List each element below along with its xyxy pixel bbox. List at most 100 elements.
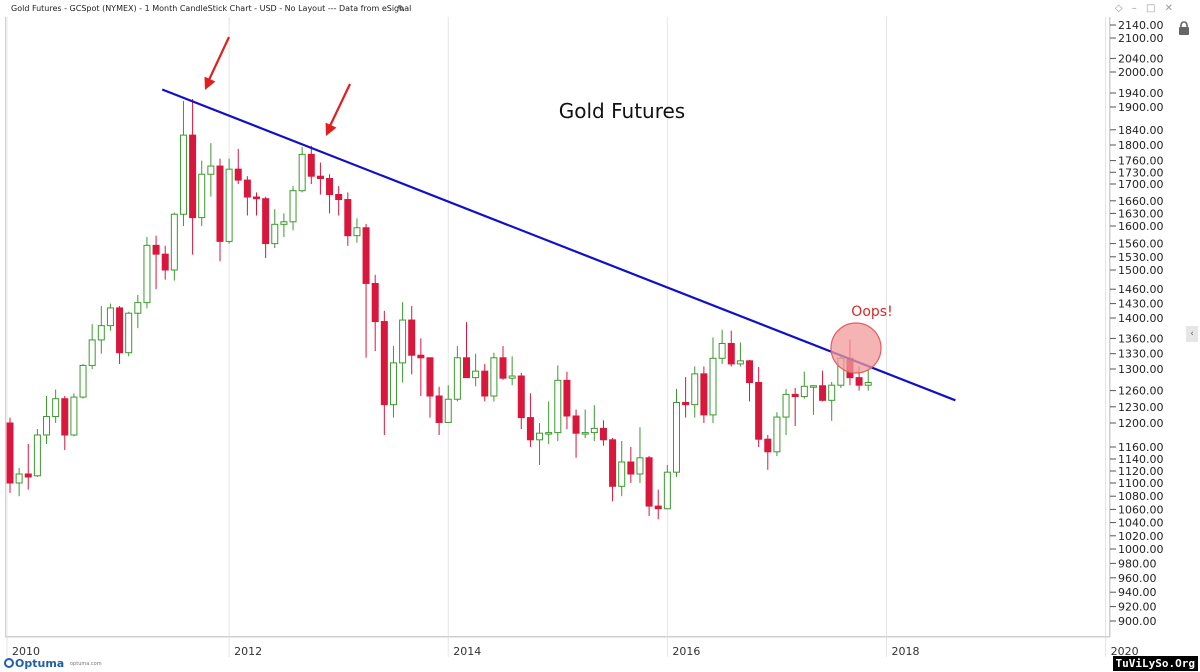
window-titlebar: Gold Futures - GCSpot (NYMEX) - 1 Month … <box>0 0 1200 17</box>
y-tick-label: 1940.00 <box>1118 87 1164 100</box>
candle <box>773 412 781 456</box>
x-axis: 2010 2012 2014 2016 2018 2020 <box>5 636 1139 658</box>
candle <box>298 146 306 193</box>
chevron-left-icon[interactable]: ‹ <box>1186 326 1198 342</box>
y-tick-label: 1760.00 <box>1118 155 1164 168</box>
candle <box>97 306 105 354</box>
y-tick-label: 1530.00 <box>1118 251 1164 264</box>
candle <box>755 366 763 447</box>
candle <box>134 294 142 329</box>
candle <box>15 468 23 497</box>
candle <box>435 386 443 435</box>
y-tick-label: 1430.00 <box>1118 298 1164 311</box>
candle <box>472 353 480 387</box>
y-tick-label: 1140.00 <box>1118 453 1164 466</box>
candle <box>280 213 288 237</box>
optuma-logo: Optuma <box>4 657 64 670</box>
logo-url: optuma.com <box>70 661 102 667</box>
candle <box>554 365 562 441</box>
candle <box>654 489 662 520</box>
y-tick-label: 1900.00 <box>1118 101 1164 114</box>
lock-icon[interactable] <box>1176 20 1192 36</box>
candle <box>536 423 544 465</box>
candle <box>426 357 434 418</box>
candle <box>709 337 717 423</box>
arrow-1 <box>204 36 230 90</box>
x-tick-label: 2020 <box>1111 645 1139 658</box>
candle <box>864 369 872 391</box>
y-tick-label: 1700.00 <box>1118 178 1164 191</box>
maximize-icon[interactable]: □ <box>1145 3 1159 14</box>
y-tick-label: 1060.00 <box>1118 503 1164 516</box>
candle <box>572 409 580 458</box>
candle <box>243 176 251 216</box>
candle <box>636 427 644 483</box>
y-tick-label: 1400.00 <box>1118 312 1164 325</box>
candle <box>746 359 754 402</box>
candle <box>225 158 233 244</box>
candle <box>828 381 836 421</box>
candle <box>819 370 827 402</box>
candle <box>170 212 178 281</box>
y-tick-label: 900.00 <box>1118 615 1157 628</box>
candle <box>764 435 772 470</box>
candle <box>672 388 680 477</box>
window-controls: ◇ – □ ✕ <box>1115 0 1176 17</box>
candle <box>79 363 87 399</box>
candle <box>316 162 324 195</box>
candle <box>179 101 187 226</box>
edit-icon[interactable]: ✎ <box>397 4 406 15</box>
diamond-icon[interactable]: ◇ <box>1114 3 1126 14</box>
y-tick-label: 960.00 <box>1118 572 1157 585</box>
y-tick-label: 1120.00 <box>1118 465 1164 478</box>
y-tick-label: 1660.00 <box>1118 195 1164 208</box>
y-tick-label: 1630.00 <box>1118 207 1164 220</box>
candle <box>389 346 397 418</box>
y-tick-label: 920.00 <box>1118 601 1157 614</box>
candle <box>581 409 589 438</box>
y-tick-label: 1560.00 <box>1118 238 1164 251</box>
y-tick-label: 1800.00 <box>1118 139 1164 152</box>
candle <box>453 346 461 402</box>
candle <box>362 223 370 358</box>
candle <box>663 465 671 510</box>
trendline <box>161 88 956 402</box>
minus-icon[interactable]: – <box>1131 3 1140 14</box>
candle <box>88 324 96 369</box>
footer <box>0 657 1200 672</box>
candle <box>234 148 242 184</box>
y-tick-label: 1840.00 <box>1118 124 1164 137</box>
candle <box>70 393 78 437</box>
candle <box>609 438 617 502</box>
x-tick-label: 2016 <box>672 645 700 658</box>
candle <box>125 311 133 357</box>
y-tick-label: 1330.00 <box>1118 348 1164 361</box>
y-tick-label: 2040.00 <box>1118 52 1164 65</box>
candle <box>152 235 160 290</box>
candle <box>563 371 571 429</box>
candle <box>408 306 416 375</box>
close-icon[interactable]: ✕ <box>1164 3 1176 14</box>
candle <box>189 98 197 255</box>
window-title: Gold Futures - GCSpot (NYMEX) - 1 Month … <box>11 4 412 13</box>
candle <box>253 192 261 216</box>
candle <box>782 388 790 435</box>
arrow-2 <box>325 83 351 136</box>
x-gridlines <box>6 17 1107 660</box>
x-tick-label: 2018 <box>891 645 919 658</box>
x-tick-label: 2012 <box>234 645 262 658</box>
candle <box>417 338 425 396</box>
candle <box>508 356 516 386</box>
candle <box>43 396 51 444</box>
y-tick-label: 1040.00 <box>1118 517 1164 530</box>
candle <box>161 245 169 280</box>
candle <box>106 303 114 331</box>
candle <box>444 385 452 423</box>
y-tick-label: 1260.00 <box>1118 385 1164 398</box>
logo-text: Optuma <box>15 657 65 670</box>
y-tick-label: 2140.00 <box>1118 19 1164 32</box>
y-tick-label: 1500.00 <box>1118 264 1164 277</box>
candle <box>24 444 32 490</box>
candle <box>718 329 726 364</box>
